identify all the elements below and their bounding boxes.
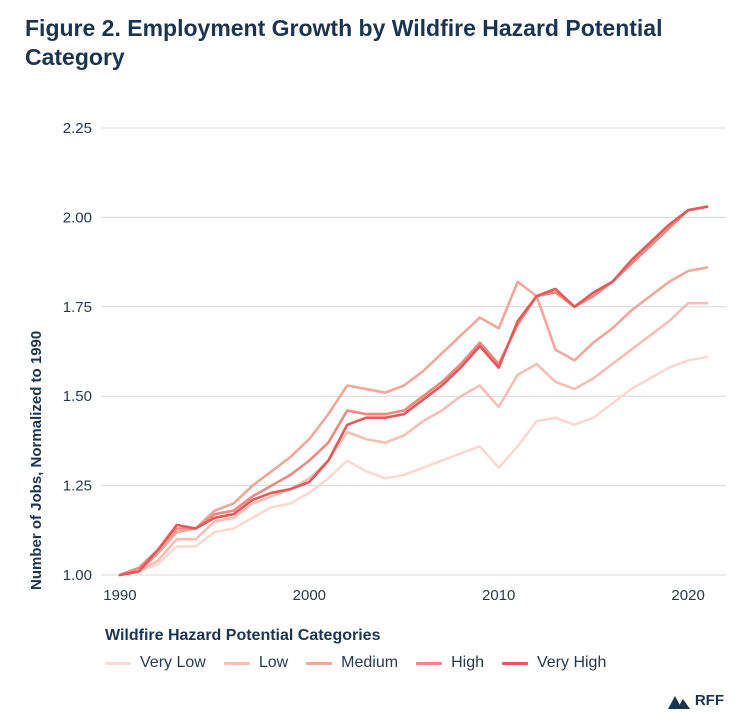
y-tick-label-2-00: 2.00 — [63, 209, 92, 226]
figure-title: Figure 2. Employment Growth by Wildfire … — [25, 15, 663, 70]
x-tick-label-2000: 2000 — [293, 587, 326, 604]
legend-item-very-low: Very Low — [105, 654, 206, 672]
legend-item-low: Low — [223, 654, 289, 672]
series-line-high — [118, 205, 709, 577]
x-tick-label-2020: 2020 — [671, 587, 704, 604]
legend-item-very-high: Very High — [501, 654, 607, 672]
y-tick-labels: 1.00 1.25 1.50 1.75 2.00 2.25 — [63, 120, 92, 584]
x-tick-labels: 1990 2000 2010 2020 — [103, 587, 705, 604]
series-line-medium — [118, 266, 709, 577]
legend-label-high: High — [451, 654, 484, 671]
x-tick-label-1990: 1990 — [103, 587, 136, 604]
mountain-icon — [667, 695, 690, 709]
rff-logo: RFF — [667, 692, 724, 709]
legend: Very Low Low Medium High Very High — [105, 654, 624, 672]
series-lines — [118, 205, 709, 577]
series-line-very-high — [118, 205, 709, 577]
series-line-very-low — [118, 355, 709, 577]
y-tick-label-1-00: 1.00 — [63, 567, 92, 584]
legend-label-very-high: Very High — [536, 654, 607, 671]
legend-swatch-low — [223, 661, 250, 665]
gridlines — [101, 127, 726, 576]
y-tick-label-2-25: 2.25 — [63, 120, 92, 137]
legend-label-very-low: Very Low — [140, 654, 206, 671]
legend-item-medium: Medium — [306, 654, 398, 672]
legend-swatch-medium — [306, 661, 333, 665]
y-tick-label-1-50: 1.50 — [63, 388, 92, 405]
legend-swatch-high — [416, 661, 443, 665]
y-tick-label-1-25: 1.25 — [63, 478, 92, 495]
legend-title: Wildfire Hazard Potential Categories — [105, 627, 381, 644]
series-line-low — [118, 301, 709, 577]
legend-label-medium: Medium — [341, 654, 399, 671]
legend-label-low: Low — [258, 654, 289, 671]
legend-swatch-very-low — [105, 661, 131, 665]
y-tick-label-1-75: 1.75 — [63, 299, 92, 316]
x-tick-label-2010: 2010 — [482, 587, 515, 604]
legend-item-high: High — [416, 654, 484, 672]
brand-name: RFF — [694, 692, 724, 709]
legend-swatch-very-high — [501, 661, 528, 665]
